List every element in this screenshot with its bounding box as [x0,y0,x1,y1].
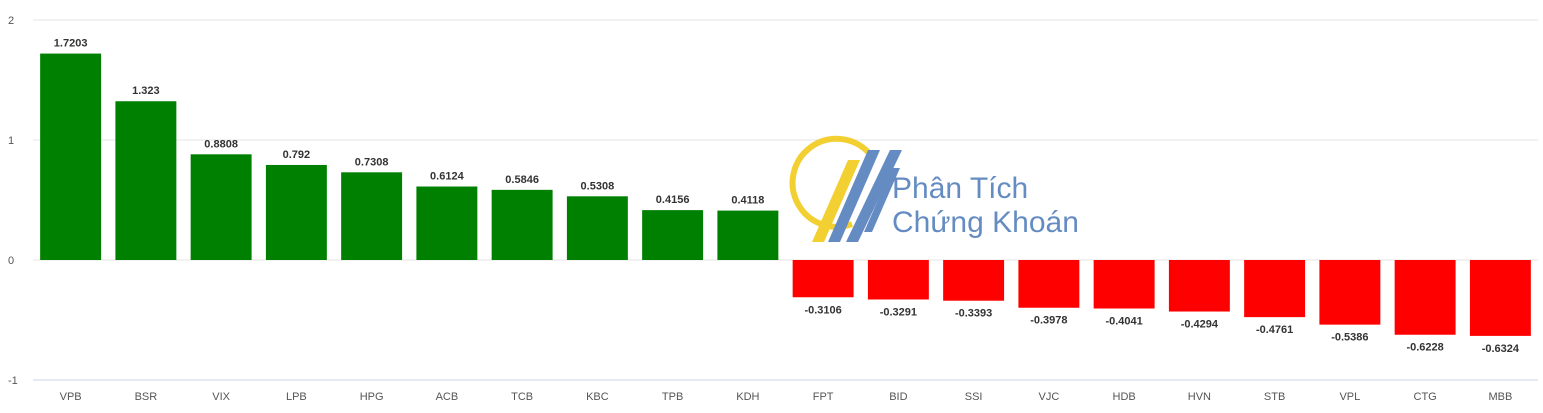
data-label-stb: -0.4761 [1256,324,1293,336]
data-label-vix: 0.8808 [204,138,238,150]
data-label-tcb: 0.5846 [505,174,539,186]
y-tick-label: 0 [8,255,14,267]
bar-lpb[interactable] [265,164,327,260]
x-tick-label-vpb: VPB [60,391,82,403]
bars: 1.7203 1.323 0.8808 0.792 0.7308 0.6124 0.5846… [40,38,1531,355]
x-tick-label-vix: VIX [212,391,230,403]
data-label-hpg: 0.7308 [355,156,389,168]
data-label-mbb: -0.6324 [1482,343,1520,355]
bar-stb[interactable] [1244,260,1306,318]
x-tick-label-lpb: LPB [286,391,307,403]
bar-tpb[interactable] [642,210,704,260]
bar-kbc[interactable] [566,196,628,260]
data-label-vpl: -0.5386 [1331,332,1368,344]
y-tick-label: 1 [8,135,14,147]
x-tick-label-bid: BID [889,391,907,403]
x-tick-label-hdb: HDB [1113,391,1136,403]
bar-vjc[interactable] [1018,260,1080,308]
stock-analysis-logo-icon [789,135,902,242]
x-tick-label-hvn: HVN [1188,391,1211,403]
data-label-vpb: 1.7203 [54,38,88,50]
data-label-bsr: 1.323 [132,85,160,97]
watermark: Phân Tích Chứng Khoán [789,135,1079,242]
data-label-ssi: -0.3393 [955,308,992,320]
data-label-kdh: 0.4118 [731,195,764,207]
bar-ssi[interactable] [943,260,1005,301]
data-label-tpb: 0.4156 [656,194,690,206]
bar-hvn[interactable] [1168,260,1230,312]
bar-acb[interactable] [416,186,478,260]
bar-vpb[interactable] [40,53,102,261]
data-label-hdb: -0.4041 [1105,315,1142,327]
y-axis: -1 0 1 2 [8,15,18,387]
x-tick-label-bsr: BSR [135,391,158,403]
bar-vix[interactable] [190,154,252,260]
x-tick-label-stb: STB [1264,391,1285,403]
bar-bsr[interactable] [115,101,177,261]
bar-vpl[interactable] [1319,260,1381,325]
x-tick-label-ssi: SSI [965,391,983,403]
x-tick-label-tcb: TCB [511,391,533,403]
data-label-bid: -0.3291 [880,306,917,318]
data-label-kbc: 0.5308 [581,180,615,192]
x-tick-label-mbb: MBB [1488,391,1512,403]
data-label-fpt: -0.3106 [804,304,841,316]
bar-mbb[interactable] [1469,260,1531,336]
x-tick-label-kdh: KDH [736,391,759,403]
y-tick-label: -1 [8,375,18,387]
data-label-hvn: -0.4294 [1181,319,1219,331]
x-tick-label-ctg: CTG [1414,391,1437,403]
x-axis: VPB BSR VIX LPB HPG ACB TCB KBC TPB KDH FPT BID SSI V… [60,391,1513,403]
grid-lines [33,19,1538,381]
x-tick-label-vjc: VJC [1038,391,1059,403]
bar-ctg[interactable] [1394,260,1456,335]
x-tick-label-fpt: FPT [813,391,834,403]
x-tick-label-vpl: VPL [1339,391,1360,403]
x-tick-label-tpb: TPB [662,391,683,403]
data-label-lpb: 0.792 [283,149,311,161]
x-tick-label-hpg: HPG [360,391,384,403]
bar-hpg[interactable] [341,172,403,260]
bar-fpt[interactable] [792,260,854,298]
bar-hdb[interactable] [1093,260,1155,309]
data-label-vjc: -0.3978 [1030,315,1067,327]
watermark-line-1: Phân Tích [892,172,1028,205]
bar-bid[interactable] [867,260,929,300]
bar-tcb[interactable] [491,189,553,260]
x-tick-label-kbc: KBC [586,391,609,403]
data-label-ctg: -0.6228 [1406,342,1443,354]
bar-kdh[interactable] [717,210,779,260]
y-tick-label: 2 [8,15,14,27]
data-label-acb: 0.6124 [430,171,465,183]
watermark-line-2: Chứng Khoán [892,206,1079,239]
x-tick-label-acb: ACB [436,391,459,403]
